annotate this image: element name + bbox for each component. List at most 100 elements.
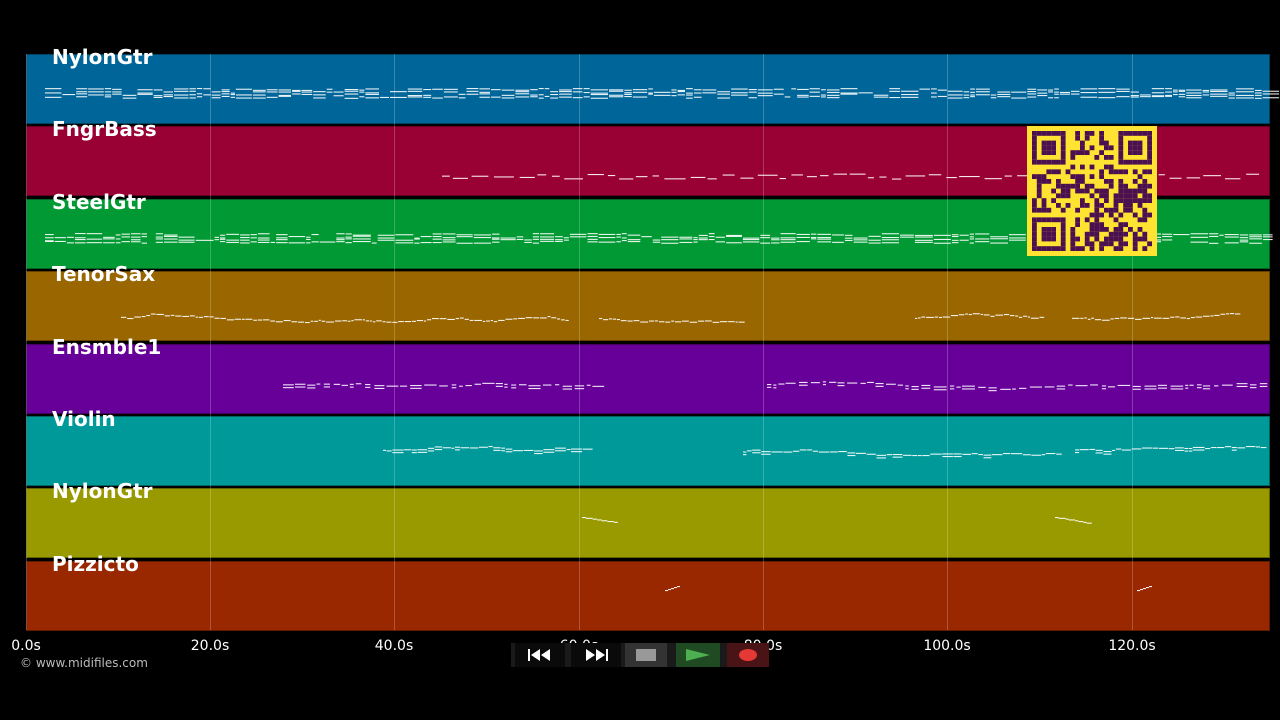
note-segment [1009, 237, 1026, 239]
track-lane[interactable]: NylonGtr [26, 479, 1270, 558]
note-segment [432, 318, 439, 320]
note-segment [653, 94, 671, 96]
note-segment [1197, 384, 1202, 386]
note-segment [447, 318, 455, 320]
stop-button[interactable] [625, 643, 667, 667]
note-segment [876, 454, 886, 456]
note-segment [112, 91, 122, 93]
note-segment [671, 588, 674, 590]
note-segment [230, 94, 235, 96]
note-segment [570, 448, 583, 450]
note-segment [551, 317, 557, 319]
note-segment [488, 446, 493, 448]
note-segment [748, 89, 757, 91]
note-segment [791, 88, 797, 90]
note-segment [807, 449, 813, 451]
note-segment [170, 314, 175, 316]
note-segment [121, 236, 130, 238]
note-segment [501, 97, 515, 99]
note-segment [534, 453, 543, 455]
note-segment [911, 388, 919, 390]
note-segment [276, 234, 288, 236]
note-segment [866, 453, 876, 455]
note-segment [1098, 88, 1116, 90]
note-segment [103, 242, 115, 244]
note-segment [174, 88, 189, 90]
track-lane[interactable]: Ensmble1 [26, 335, 1270, 414]
note-segment [1249, 236, 1262, 238]
track-lane[interactable]: NylonGtr [26, 45, 1280, 124]
note-segment [1037, 89, 1048, 91]
note-segment [693, 96, 702, 98]
note-segment [1202, 315, 1210, 317]
note-segment [1220, 313, 1226, 315]
note-segment [962, 388, 975, 390]
note-segment [1130, 95, 1139, 97]
note-segment [574, 388, 585, 390]
note-segment [427, 450, 435, 452]
note-segment [460, 447, 469, 449]
note-segment [969, 236, 974, 238]
track-lane[interactable]: TenorSax [26, 262, 1270, 341]
note-segment [1101, 388, 1107, 390]
note-segment [1004, 175, 1012, 177]
note-segment [150, 313, 156, 315]
note-segment [963, 94, 970, 96]
note-segment [127, 318, 134, 320]
note-segment [316, 383, 321, 385]
track-lane[interactable]: Violin [26, 407, 1270, 486]
fast-forward-button[interactable] [571, 643, 621, 667]
note-segment [686, 94, 693, 96]
record-button[interactable] [727, 643, 769, 667]
note-segment [292, 93, 301, 95]
note-segment [414, 237, 420, 239]
note-segment [1017, 175, 1031, 177]
note-segment [1228, 92, 1235, 94]
note-segment [984, 178, 1002, 180]
note-segment [1231, 449, 1237, 451]
note-segment [1144, 388, 1157, 390]
note-segment [962, 453, 971, 455]
note-segment [1056, 453, 1062, 455]
note-segment [693, 239, 698, 241]
rewind-button[interactable] [515, 643, 565, 667]
note-segment [1262, 239, 1273, 241]
note-pattern [665, 586, 1152, 592]
note-segment [616, 236, 621, 238]
note-segment [918, 317, 921, 319]
note-segment [773, 384, 777, 386]
note-segment [1202, 91, 1210, 93]
note-segment [1259, 383, 1268, 385]
note-segment [1178, 96, 1186, 98]
note-segment [598, 233, 616, 235]
note-segment [868, 235, 881, 237]
note-segment [209, 316, 214, 318]
note-segment [997, 96, 1011, 98]
note-segment [933, 234, 951, 236]
note-segment [731, 92, 748, 94]
note-segment [698, 237, 708, 239]
note-segment [827, 97, 840, 99]
note-segment [1254, 89, 1262, 91]
note-segment [587, 233, 598, 235]
note-segment [314, 320, 318, 322]
note-segment [270, 241, 276, 243]
note-segment [276, 239, 288, 241]
note-segment [178, 241, 195, 243]
note-segment [164, 235, 178, 237]
track-name: FngrBass [52, 117, 157, 141]
play-button[interactable] [676, 643, 720, 667]
note-segment [442, 175, 450, 177]
note-segment [833, 173, 847, 175]
note-segment [519, 384, 527, 386]
note-segment [837, 385, 845, 387]
note-segment [1210, 315, 1214, 317]
note-segment [163, 91, 173, 93]
note-segment [1210, 89, 1228, 91]
note-segment [674, 587, 677, 589]
note-segment [771, 451, 783, 453]
time-tick-label: 20.0s [190, 638, 230, 654]
note-segment [1239, 239, 1249, 241]
note-segment [1095, 452, 1103, 454]
track-lane[interactable]: Pizzicto [26, 552, 1270, 631]
